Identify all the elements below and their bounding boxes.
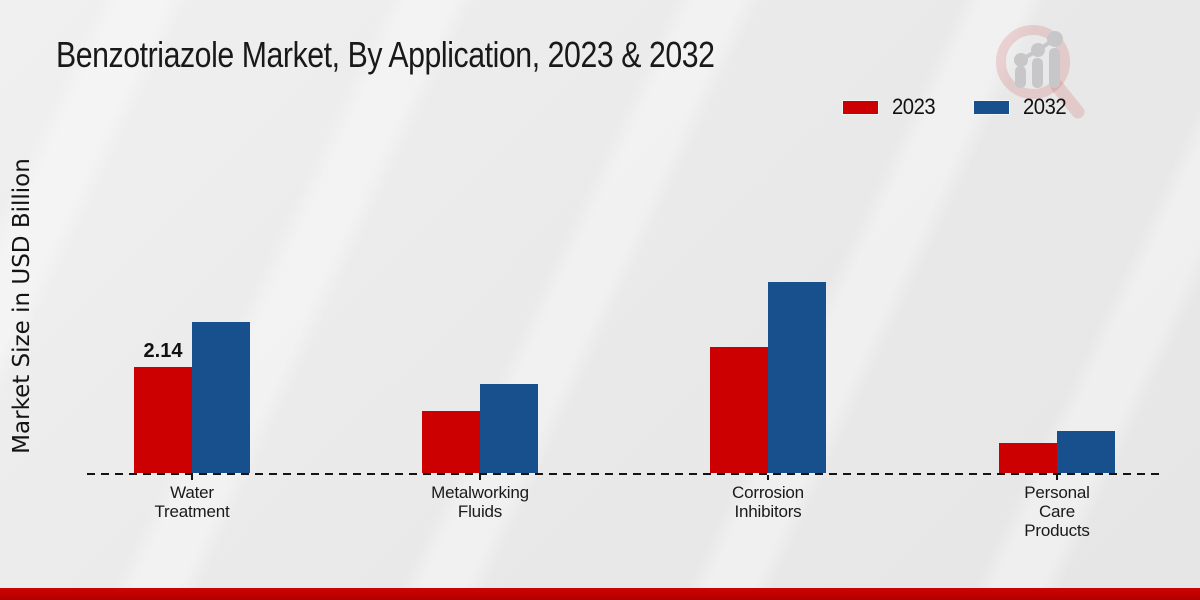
legend-swatch-2023	[842, 99, 879, 115]
category-label-personal-care-products: Personal Care Products	[1024, 483, 1090, 540]
bar-2032-corrosion-inhibitors	[768, 282, 826, 473]
legend-item-2032: 2032	[972, 94, 1070, 120]
chart-title: Benzotriazole Market, By Application, 20…	[56, 34, 715, 75]
legend-swatch-2032	[972, 99, 1010, 115]
x-axis-baseline	[87, 473, 1163, 475]
bar-value-label-2023-water-treatment: 2.14	[143, 340, 183, 362]
legend: 2023 2032	[842, 94, 1070, 120]
legend-item-2023: 2023	[842, 94, 939, 120]
bar-2023-metalworking-fluids	[422, 411, 480, 473]
x-axis-tick-water-treatment	[191, 475, 193, 480]
bar-2023-water-treatment	[134, 367, 192, 473]
bar-2032-water-treatment	[192, 322, 250, 473]
watermark-logo	[996, 25, 1085, 119]
bar-2023-personal-care-products	[999, 443, 1057, 473]
category-label-water-treatment: Water Treatment	[154, 483, 230, 521]
footer-band	[0, 588, 1200, 600]
magnifier-icon	[996, 25, 1085, 119]
legend-label-2023: 2023	[892, 94, 936, 119]
bar-2032-metalworking-fluids	[480, 384, 538, 473]
bar-trend-icon	[1014, 31, 1063, 88]
x-axis-tick-metalworking-fluids	[479, 475, 481, 480]
x-axis-tick-personal-care-products	[1056, 475, 1058, 480]
category-label-metalworking-fluids: Metalworking Fluids	[431, 483, 529, 521]
category-label-corrosion-inhibitors: Corrosion Inhibitors	[732, 483, 804, 521]
bar-2032-personal-care-products	[1057, 431, 1115, 473]
x-axis-tick-corrosion-inhibitors	[767, 475, 769, 480]
legend-label-2032: 2032	[1022, 94, 1067, 119]
bar-2023-corrosion-inhibitors	[710, 347, 768, 473]
